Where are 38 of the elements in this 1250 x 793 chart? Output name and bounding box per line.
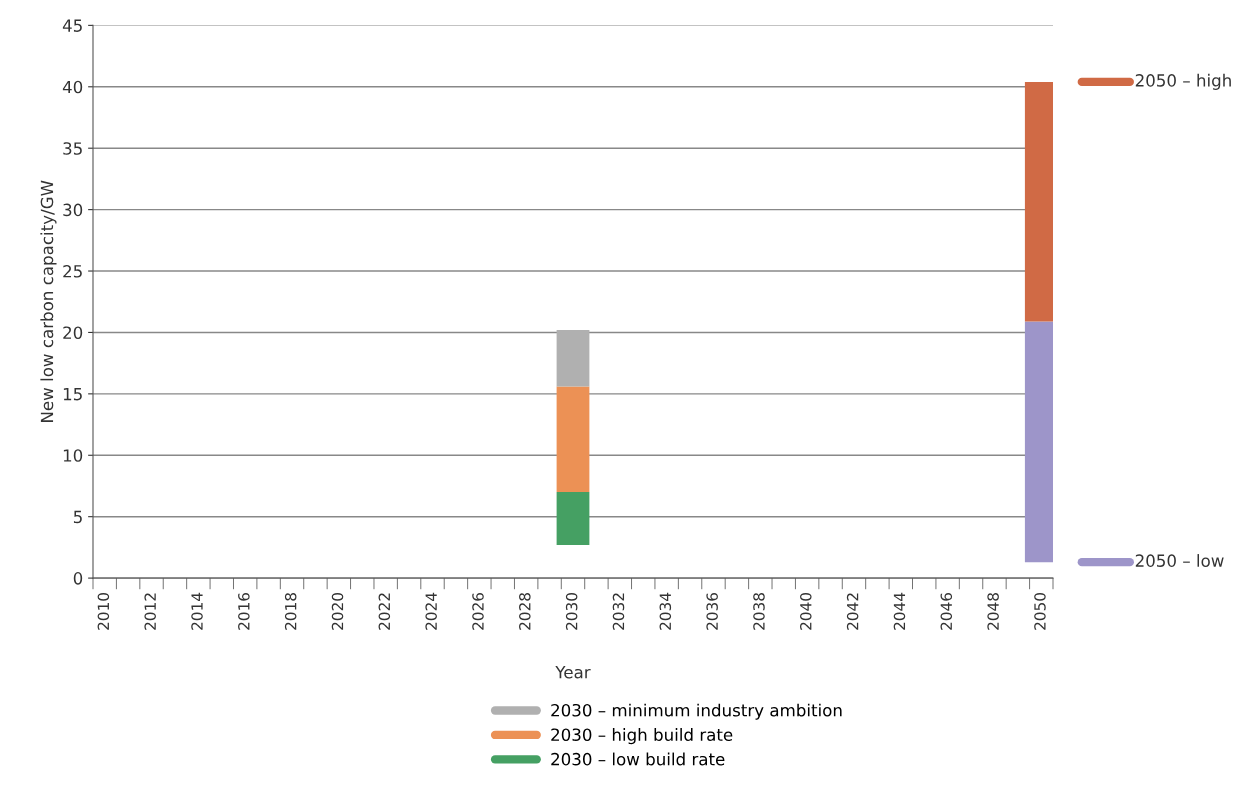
x-axis-title: Year xyxy=(555,666,591,679)
x-tick-label: 2038 xyxy=(753,593,765,630)
legend-label: 2030 – low build rate xyxy=(551,752,725,766)
x-tick-label: 2020 xyxy=(331,593,344,630)
x-tick-label: 2022 xyxy=(378,593,391,630)
x-tick-label: 2010 xyxy=(97,593,110,630)
legend-label: 2050 – low xyxy=(1135,554,1224,567)
x-tick-label: 2030 xyxy=(565,593,578,630)
x-tick-label: 2050 xyxy=(1034,593,1046,630)
x-tick-label: 2034 xyxy=(659,592,672,630)
x-tick-label: 2014 xyxy=(191,592,203,630)
x-tick-label: 2036 xyxy=(706,592,718,630)
x-tick-label: 2024 xyxy=(425,592,437,630)
x-tick-label: 2048 xyxy=(987,593,999,630)
x-tick-label: 2018 xyxy=(284,593,297,630)
y-tick-label: 10 xyxy=(63,449,83,462)
x-tick-label: 2028 xyxy=(519,593,531,630)
y-tick-label: 40 xyxy=(62,80,83,94)
y-tick-label: 5 xyxy=(73,510,82,524)
legend-label: 2050 – high xyxy=(1135,73,1231,90)
x-tick-label: 2044 xyxy=(893,592,906,630)
y-tick-label: 45 xyxy=(62,19,82,32)
x-tick-label: 2046 xyxy=(940,592,953,630)
legend-label: 2030 – minimum industry ambition xyxy=(551,703,842,720)
y-tick-label: 25 xyxy=(63,264,82,278)
x-tick-label: 2026 xyxy=(472,592,484,630)
y-tick-label: 35 xyxy=(63,142,82,155)
y-tick-label: 30 xyxy=(63,203,83,217)
legend-label: 2030 – high build rate xyxy=(551,728,733,745)
x-tick-label: 2016 xyxy=(238,592,250,630)
x-tick-label: 2042 xyxy=(846,593,859,630)
x-tick-label: 2012 xyxy=(144,593,156,630)
x-tick-label: 2040 xyxy=(800,593,812,630)
y-tick-label: 20 xyxy=(63,326,83,340)
y-tick-label: 15 xyxy=(63,388,82,401)
y-axis-title: New low carbon capacity/GW xyxy=(40,180,57,422)
y-tick-label: 0 xyxy=(73,572,83,585)
x-tick-label: 2032 xyxy=(612,593,625,630)
